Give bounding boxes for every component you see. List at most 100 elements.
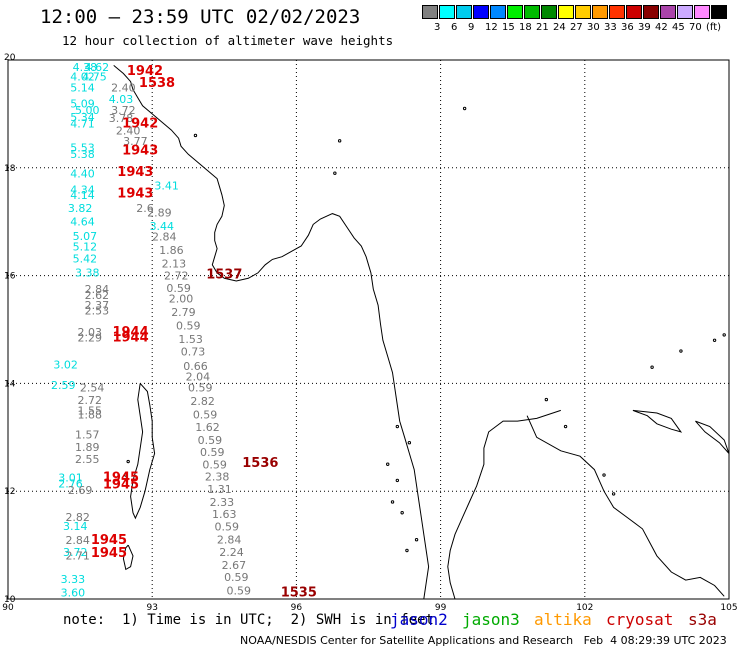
- wave-label-gray: 1.88: [77, 408, 102, 421]
- y-tick-label: 16: [4, 272, 16, 282]
- time-label: 1538: [139, 76, 175, 91]
- wave-label-cyan: 5.14: [70, 81, 95, 94]
- wave-label-gray: 1.31: [207, 483, 232, 496]
- legend-swatch: [575, 5, 591, 19]
- wave-label-gray: 0.59: [226, 585, 251, 598]
- island-dot: [193, 133, 198, 138]
- legend-label: 27: [570, 22, 583, 33]
- time-label: 1945: [103, 478, 139, 493]
- wave-label-cyan: 5.42: [73, 253, 98, 266]
- wave-label-cyan: 3.60: [61, 586, 86, 599]
- legend-label: 12: [485, 22, 498, 33]
- wave-label-gray: 2.37: [85, 299, 110, 312]
- wave-label-gray: 1.86: [159, 244, 184, 257]
- wave-label-gray: 2.03: [77, 326, 102, 339]
- legend-swatch: [592, 5, 608, 19]
- x-tick-label: 90: [2, 603, 14, 613]
- legend-swatch: [626, 5, 642, 19]
- island-dot: [337, 139, 342, 143]
- legend-unit: (ft): [706, 22, 722, 33]
- map-frame: [7, 59, 730, 600]
- time-label: 1945: [91, 533, 127, 548]
- wave-label-cyan: 4.38: [73, 61, 98, 74]
- legend-swatch: [711, 5, 727, 19]
- coastline-segment: [632, 409, 683, 433]
- island-dot: [563, 424, 568, 429]
- y-tick-label: 18: [4, 164, 16, 174]
- y-tick-label: 10: [4, 595, 16, 605]
- island-dot: [544, 397, 549, 402]
- wave-label-gray: 0.59: [214, 521, 239, 534]
- satellite-jason3: jason3: [462, 610, 520, 629]
- x-tick-label: 102: [576, 603, 593, 613]
- wave-label-gray: 2.40: [116, 124, 141, 137]
- wave-label-cyan: 3.14: [63, 520, 88, 533]
- wave-label-gray: 2.54: [80, 381, 105, 394]
- wave-label-cyan: 4.02: [70, 70, 95, 83]
- credit-line: NOAA/NESDIS Center for Satellite Applica…: [240, 634, 727, 647]
- wave-label-gray: 0.59: [166, 282, 191, 295]
- legend-swatch: [643, 5, 659, 19]
- wave-label-gray: 0.59: [202, 459, 227, 472]
- time-label: 1943: [122, 143, 158, 158]
- wave-label-gray: 0.59: [188, 381, 213, 394]
- wave-label-cyan: 2.76: [58, 477, 83, 490]
- y-tick-label: 12: [4, 487, 15, 497]
- island-dot: [333, 171, 337, 175]
- wave-label-cyan: 3.02: [53, 358, 78, 371]
- wave-label-cyan: 3.41: [154, 179, 179, 192]
- x-tick-label: 96: [291, 603, 303, 613]
- legend-swatch: [507, 5, 523, 19]
- legend-swatch: [541, 5, 557, 19]
- wave-label-cyan: 3.72: [63, 546, 88, 559]
- wave-label-gray: 2.84: [65, 534, 90, 547]
- island-dot: [414, 538, 419, 542]
- wave-label-gray: 0.59: [176, 320, 201, 333]
- wave-label-gray: 2.84: [85, 283, 110, 296]
- wave-label-gray: 2.71: [65, 550, 90, 563]
- wave-label-cyan: 4.14: [70, 189, 95, 202]
- coastline-segment: [526, 415, 725, 597]
- time-label: 1537: [206, 267, 242, 282]
- wave-label-gray: 1.89: [75, 441, 100, 454]
- time-label: 1535: [281, 585, 317, 600]
- wave-label-cyan: 4.75: [82, 70, 107, 83]
- island-dot: [395, 424, 400, 429]
- legend-swatch: [677, 5, 693, 19]
- time-label: 1945: [103, 470, 139, 485]
- coastline-segment: [695, 420, 730, 454]
- wave-label-gray: 2.62: [85, 289, 110, 302]
- wave-label-gray: 2.55: [75, 453, 100, 466]
- coastline: [113, 65, 730, 600]
- wave-label-gray: 3.77: [123, 135, 148, 148]
- wave-label-gray: 1.62: [195, 421, 220, 434]
- wave-label-gray: 1.55: [77, 405, 102, 418]
- wave-label-gray: 2.72: [77, 394, 102, 407]
- wave-label-cyan: 5.34: [70, 111, 95, 124]
- y-tick-label: 20: [4, 53, 16, 63]
- satellite-s3a: s3a: [688, 610, 717, 629]
- wave-label-gray: 3.78: [109, 112, 134, 125]
- legend-label: 9: [468, 22, 475, 33]
- island-dot: [679, 349, 683, 353]
- legend-label: 6: [451, 22, 458, 33]
- wave-label-cyan: 5.12: [73, 240, 98, 253]
- map-subtitle: 12 hour collection of altimeter wave hei…: [62, 33, 394, 48]
- island-dot: [126, 459, 130, 464]
- y-tick-label: 14: [4, 379, 16, 389]
- time-label: 1945: [91, 546, 127, 561]
- wave-label-cyan: 4.40: [70, 168, 95, 181]
- legend-label: 21: [536, 22, 549, 33]
- wave-label-cyan: 5.07: [73, 230, 98, 243]
- wave-label-gray: 2.72: [164, 269, 189, 282]
- legend-swatch: [694, 5, 710, 19]
- wave-label-gray: 0.59: [224, 571, 249, 584]
- axis-ticks: 90 93 96 99 102 105 20 18 16 14 12 10: [2, 53, 737, 613]
- wave-label-gray: 2.82: [65, 511, 90, 524]
- legend-swatch: [609, 5, 625, 19]
- wave-label-cyan: 5.38: [70, 148, 95, 161]
- wave-label-gray: 1.53: [178, 333, 203, 346]
- x-tick-label: 105: [720, 603, 737, 613]
- wave-label-cyan: 5.53: [70, 142, 95, 155]
